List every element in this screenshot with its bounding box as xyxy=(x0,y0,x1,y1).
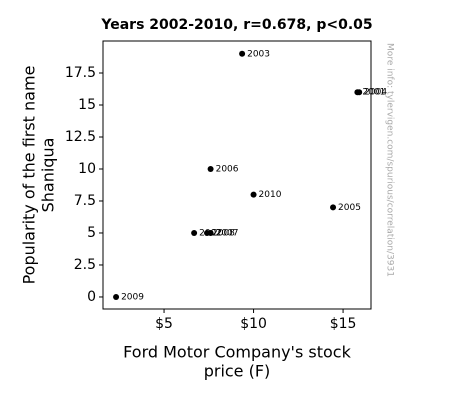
point xyxy=(207,165,214,172)
point xyxy=(207,229,214,236)
point xyxy=(113,293,120,300)
y-axis-label: Popularity of the first name xyxy=(20,66,39,285)
y-tick-label: 17.5 xyxy=(65,65,96,81)
chart-title: Years 2002-2010, r=0.678, p<0.05 xyxy=(100,17,372,33)
point xyxy=(356,89,363,96)
point xyxy=(191,229,198,236)
point-label: 2006 xyxy=(216,164,239,174)
point-label: 2010 xyxy=(259,190,282,200)
x-tick-label: $15 xyxy=(330,316,357,332)
point xyxy=(330,204,337,211)
watermark: More info: tylervigen.com/spurious/corre… xyxy=(385,43,395,277)
y-axis-label: Shaniqua xyxy=(39,138,58,213)
point xyxy=(239,50,246,57)
x-axis-label: price (F) xyxy=(204,362,271,381)
y-tick-label: 7.5 xyxy=(74,193,96,209)
point-label: 2008 xyxy=(212,228,235,238)
y-tick-label: 0 xyxy=(87,289,96,305)
point xyxy=(250,191,257,198)
y-tick-label: 2.5 xyxy=(74,257,96,273)
point-label: 2009 xyxy=(121,292,144,302)
x-axis-label: Ford Motor Company's stock xyxy=(123,343,351,362)
plot-frame xyxy=(102,40,372,310)
point-label: 2007 xyxy=(216,228,239,238)
point-label: 2004 xyxy=(364,88,387,98)
y-tick-label: 10 xyxy=(78,161,96,177)
point-label: 2001 xyxy=(362,88,385,98)
y-tick-label: 5 xyxy=(87,225,96,241)
x-tick-label: $10 xyxy=(240,316,267,332)
y-tick-label: 12.5 xyxy=(65,129,96,145)
x-tick-label: $5 xyxy=(155,316,173,332)
point-label: 2003 xyxy=(247,49,270,59)
y-tick-label: 15 xyxy=(78,97,96,113)
point-label: 2005 xyxy=(338,203,361,213)
